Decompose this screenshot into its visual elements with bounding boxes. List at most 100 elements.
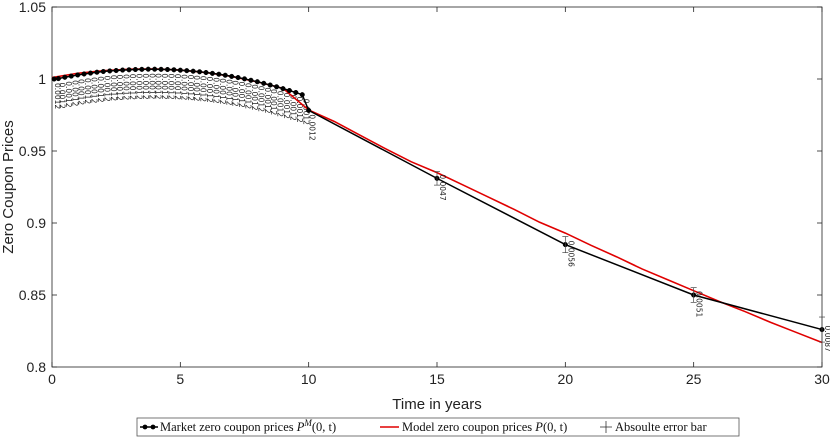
short-term-error-label: 0.0012 [96,76,105,102]
error-bar-label: 0.0087 [823,326,830,352]
x-tick-label: 20 [558,371,574,387]
legend-box [136,417,740,437]
short-term-error-label: 0.0012 [224,79,233,105]
plot-area [51,6,823,368]
market-price-marker [209,70,215,76]
market-price-marker [177,67,183,73]
short-term-error-label: 0.0012 [70,80,79,106]
market-price-marker [51,76,57,82]
short-term-error-label: 0.0012 [77,79,86,105]
short-term-error-label: 0.0012 [90,77,99,103]
market-price-marker [306,107,312,113]
short-term-error-label: 0.0012 [295,97,304,123]
error-bar-label: 0.0056 [566,241,575,267]
market-price-marker [55,76,61,82]
short-term-error-label: 0.0012 [237,82,246,108]
short-term-error-label: 0.0012 [218,78,227,104]
short-term-error-label: 0.0012 [282,93,291,119]
legend-model-label: Model zero coupon prices P(0, t) [402,420,567,434]
market-price-marker [120,67,126,73]
short-term-error-label: 0.0012 [244,83,253,109]
market-price-marker [203,69,209,76]
short-term-error-label: 0.0012 [205,77,214,103]
y-axis-label: Zero Coupon Prices [0,120,17,253]
market-price-marker [100,68,106,75]
market-price-marker [62,74,68,80]
short-term-error-label: 0.0012 [250,84,259,110]
market-price-marker [164,66,171,73]
short-term-error-label: 0.0012 [179,74,188,100]
short-term-error-label: 0.0012 [263,87,272,113]
x-tick-label: 15 [429,371,445,387]
short-term-error-label: 0.0012 [83,78,92,104]
short-term-error-label: 0.0012 [154,73,163,99]
x-tick-label: 0 [48,371,56,387]
market-price-marker [197,69,203,75]
short-term-error-label: 0.0012 [160,73,169,99]
market-price-marker [241,76,248,82]
market-price-marker [184,68,190,74]
market-price-marker [94,69,100,75]
x-tick-label: 25 [686,371,702,387]
market-price-marker [254,79,260,85]
legend-market-label: Market zero coupon prices PM(0, t) [160,418,336,434]
y-tick-label: 0.9 [27,215,47,231]
market-price-marker [235,75,241,81]
short-term-error-label: 0.0012 [134,73,143,99]
short-term-error-label: 0.0012 [269,89,278,115]
market-price-marker [171,67,177,73]
short-term-error-label: 0.0012 [128,74,137,100]
short-term-error-label: 0.0012 [102,76,111,102]
short-term-error-label: 0.0012 [231,80,240,106]
short-term-error-label: 0.0012 [64,81,73,107]
market-price-marker [139,66,145,72]
x-tick-label: 10 [301,371,317,387]
market-price-marker [190,68,196,74]
short-term-error-label: 0.0012 [115,75,124,101]
short-term-error-label: 0.0012 [256,86,265,112]
market-price-marker [107,68,113,74]
market-price-marker [75,72,81,78]
x-tick-label: 5 [176,371,184,387]
market-price-marker [81,71,87,77]
short-term-error-label: 0.0012 [147,73,156,99]
market-price-marker [132,66,138,73]
market-price-marker [113,67,119,74]
short-term-error-label: 0.0012 [276,91,285,117]
market-price-marker [274,84,280,90]
short-term-error-label: 0.0012 [167,73,176,99]
market-price-marker [152,66,158,72]
market-price-marker [299,92,305,98]
y-tick-label: 1 [38,71,46,87]
error-bar-label: 0.0051 [695,291,704,317]
market-price-marker [216,71,222,77]
short-term-error-label: 0.0012 [173,74,182,100]
legend-market-marker-swatch-2 [150,424,156,430]
error-bar-label: 0.0047 [438,174,447,200]
market-price-marker [248,77,254,83]
market-price-marker [267,82,273,88]
market-price-marker [286,87,292,94]
short-term-error-label: 0.0012 [57,83,66,109]
market-price-marker [280,86,286,92]
market-price-marker [158,66,164,72]
short-term-error-label: 0.0012 [122,74,131,100]
short-term-error-label: 0.0012 [308,114,317,140]
x-tick-label: 30 [814,371,830,387]
short-term-error-label: 0.0012 [141,73,150,99]
short-term-error-label: 0.0012 [301,99,310,125]
short-term-error-label: 0.0012 [192,75,201,101]
y-tick-label: 1.05 [19,0,46,15]
short-term-error-label: 0.0012 [288,95,297,121]
market-price-marker [87,70,94,76]
legend: Market zero coupon prices PM(0, t) Model… [136,417,740,437]
market-price-marker [68,73,74,79]
y-tick-label: 0.85 [19,287,46,303]
y-tick-label: 0.8 [27,359,47,375]
y-tick-label: 0.95 [19,143,46,159]
market-price-marker [222,72,228,78]
x-axis-label: Time in years [392,396,481,413]
short-term-error-label: 0.0012 [211,77,220,103]
short-term-error-label: 0.0012 [53,83,62,109]
